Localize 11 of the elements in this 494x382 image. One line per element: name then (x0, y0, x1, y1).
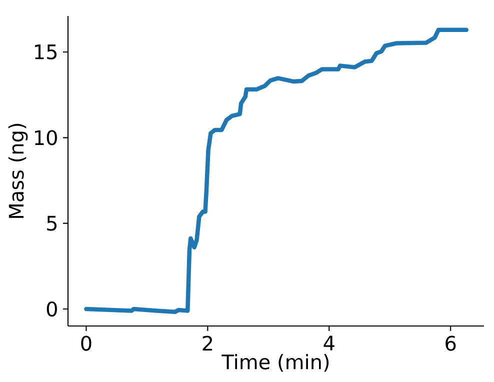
y-tick-label: 5 (47, 216, 57, 231)
y-tick-label: 10 (35, 130, 57, 146)
x-tick-label: 0 (81, 336, 92, 351)
line-series (84, 28, 469, 314)
x-tick-label: 4 (324, 336, 334, 350)
y-tick-label: 15 (35, 44, 57, 60)
y-axis-title: Mass (ng) (8, 124, 28, 218)
y-tick-label: 0 (46, 301, 57, 317)
x-tick-label: 2 (202, 336, 212, 351)
x-tick-label: 6 (446, 336, 456, 351)
x-axis-title: Time (min) (222, 354, 329, 372)
